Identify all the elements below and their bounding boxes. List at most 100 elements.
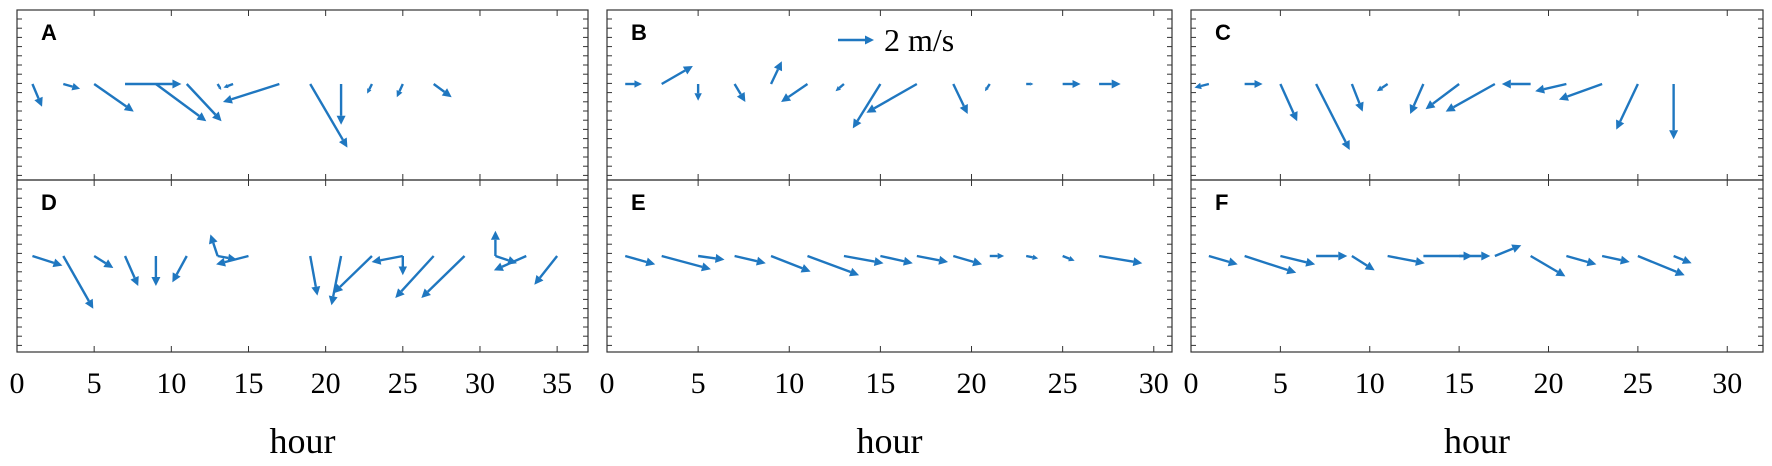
panel-f-xtick-label: 5 (1273, 367, 1288, 400)
panel-e-xtick-label: 0 (600, 367, 615, 400)
panel-e-vector (770, 254, 811, 273)
panel-a-vector (222, 82, 280, 104)
panel-a-vector (125, 79, 182, 89)
panel-c-vector (1194, 82, 1210, 90)
panel-e-frame (606, 179, 1173, 353)
panel-f-vector (1566, 254, 1597, 267)
panel-d-xtick-label: 20 (311, 367, 341, 400)
panel-f-vector (1280, 254, 1316, 267)
panel-c-vector (1350, 83, 1364, 112)
panel-d-vector (208, 234, 219, 257)
panel-e-vector (1025, 254, 1039, 260)
panel-f-frame (1190, 179, 1764, 353)
panel-b-vector (733, 83, 746, 102)
panel-f-vector (1637, 254, 1685, 276)
panel-f-xtick-label: 25 (1623, 367, 1653, 400)
panel-f-vector (1530, 254, 1566, 277)
panel-e-xtick-label: 5 (691, 367, 706, 400)
panel-c-vector (1244, 80, 1263, 88)
panel-d-vector (32, 254, 63, 268)
panel-e-xtick-label: 30 (1139, 367, 1169, 400)
panel-a-vector (336, 84, 346, 125)
panel-a-vector (31, 83, 43, 107)
panel-d-vector (123, 255, 139, 286)
panel-a-vector (223, 82, 234, 89)
panel-a-vector (185, 83, 222, 122)
panel-a-vector (93, 83, 134, 112)
panel-d-vector (309, 255, 321, 296)
panel-d-xtick-label: 10 (156, 367, 186, 400)
panel-e-vector (1098, 254, 1143, 267)
panel-e-vector (916, 254, 949, 265)
panel-f-vector (1459, 251, 1491, 261)
panel-f-xtick-label: 30 (1712, 367, 1742, 400)
panel-d-vector (421, 255, 466, 298)
panel-e-xtick-label: 15 (865, 367, 895, 400)
panel-c-vector (1279, 83, 1298, 122)
panel-b-vector (1062, 80, 1081, 88)
panel-b-vector (835, 83, 845, 92)
legend-label: 2 m/s (884, 22, 954, 58)
panel-d-xtick-label: 30 (465, 367, 495, 400)
panel-e-vector (989, 252, 1005, 260)
panel-d-vector (328, 255, 343, 306)
panel-c-vector (1376, 83, 1389, 92)
panel-d-frame (16, 179, 589, 353)
panel-f-vector (1673, 254, 1692, 264)
panel-a-label: A (41, 20, 57, 45)
panel-e-vector (843, 254, 884, 267)
panel-d-xtick-label: 35 (542, 367, 572, 400)
panel-c-vector (1445, 82, 1496, 112)
panel-b-vector (1099, 79, 1121, 89)
panel-e-vector (1062, 254, 1075, 262)
panel-b-vector (1026, 82, 1034, 86)
panel-d-vector (151, 256, 161, 286)
panel-f-vector (1208, 254, 1238, 267)
panel-a-vector (396, 83, 404, 98)
panel-f-vector (1351, 254, 1375, 271)
panel-a-vector (216, 83, 222, 90)
panel-e-xtick-label: 10 (774, 367, 804, 400)
panel-b-vector (661, 66, 693, 86)
legend-arrow (838, 35, 874, 45)
panel-d-vector (172, 255, 188, 283)
panel-c-vector (1425, 83, 1460, 110)
panel-b-vector (866, 82, 918, 113)
panel-d-xlabel: hour (270, 421, 336, 461)
panel-a-vector (62, 82, 81, 91)
panel-e-vector (661, 254, 711, 272)
panel-f-label: F (1215, 190, 1228, 215)
panel-f-xlabel: hour (1444, 421, 1510, 461)
panel-f-vector (1316, 251, 1348, 261)
panel-e-xlabel: hour (857, 421, 923, 461)
panel-e-vector (697, 253, 725, 263)
panel-d-vector (333, 255, 373, 294)
panel-b-label: B (631, 20, 647, 45)
panel-d-vector (371, 254, 404, 265)
panel-d-vector (534, 255, 559, 285)
panel-d-xtick-label: 0 (10, 367, 25, 400)
panel-c-vector (1409, 83, 1425, 114)
panel-f-xtick-label: 20 (1534, 367, 1564, 400)
panel-d-xtick-label: 25 (388, 367, 418, 400)
panel-c-label: C (1215, 20, 1231, 45)
panel-c-vector (1558, 82, 1603, 101)
panel-b-vector (625, 80, 643, 88)
panel-f-xtick-label: 0 (1184, 367, 1199, 400)
panel-d-vector (398, 256, 408, 276)
panel-d-vector (395, 255, 435, 298)
panel-c-vector (1616, 83, 1639, 130)
panel-e-vector (734, 254, 766, 266)
panel-f-vector (1494, 244, 1522, 258)
panel-d-vector (493, 254, 527, 271)
panel-a-vector (432, 83, 452, 98)
panel-c-vector (1501, 79, 1531, 89)
panel-f-vector (1244, 254, 1297, 275)
panel-b-vector (769, 61, 783, 85)
panel-d-vector (490, 230, 500, 256)
panel-a-vector (309, 83, 348, 148)
panel-f-xtick-label: 15 (1444, 367, 1474, 400)
panel-f-vector (1601, 254, 1630, 265)
panel-e-label: E (631, 190, 646, 215)
panel-a-frame (16, 9, 589, 181)
